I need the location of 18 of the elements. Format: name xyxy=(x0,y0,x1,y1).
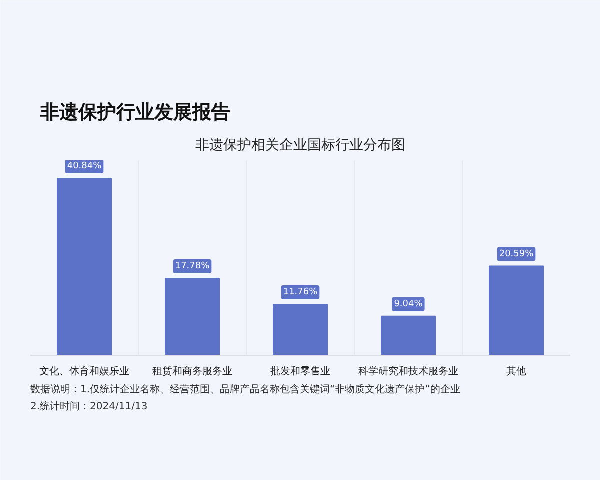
x-tick-label: 批发和零售业 xyxy=(270,366,330,378)
x-tick-label: 租赁和商务服务业 xyxy=(152,366,232,378)
data-label: 11.76% xyxy=(283,288,318,298)
text: 数据说明：1.仅统计企业名称、经营范围、品牌产品名称包含关键词“非物质文化遗产保护”的企业 2.统计时间：2024/11/13 xyxy=(30,384,460,412)
data-label: 20.59% xyxy=(499,249,534,260)
data-label: 40.84% xyxy=(67,162,102,172)
bar xyxy=(57,178,112,356)
bar xyxy=(381,316,436,356)
chart-subtitle: 非遗保护相关企业国标行业分布图 xyxy=(196,138,406,154)
chart-title: 非遗保护行业发展报告 xyxy=(40,102,230,124)
x-tick-label: 文化、体育和娱乐业 xyxy=(40,366,130,378)
data-label: 17.78% xyxy=(175,261,210,272)
x-tick-label: 其他 xyxy=(506,366,526,378)
x-tick-label: 科学研究和技术服务业 xyxy=(358,366,458,378)
bar xyxy=(489,266,544,356)
bar xyxy=(273,304,328,356)
bar xyxy=(165,278,220,356)
data-label: 9.04% xyxy=(394,299,424,310)
